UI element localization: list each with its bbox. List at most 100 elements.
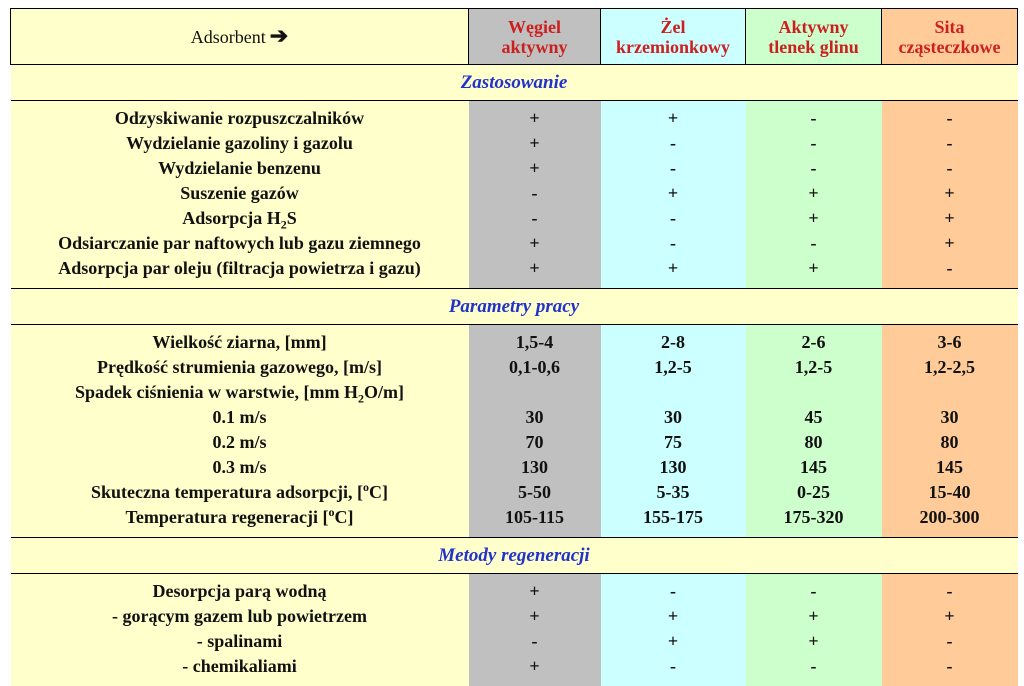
table-cell: 1,2-5 [600,354,746,379]
table-cell: + [600,105,746,130]
table-cell: - [881,130,1018,155]
spacer-row [10,529,1018,538]
table-cell: 130 [468,454,601,479]
table-cell: - [881,155,1018,180]
table-cell: - [881,653,1018,678]
table-cell: - [600,578,746,603]
table-cell: 2-8 [600,329,746,354]
row-label-text: O/m] [364,381,404,402]
column-header-line2: aktywny [501,36,568,57]
table-row: Odzyskiwanie rozpuszczalników + + - - [10,105,1018,130]
table-cell: 130 [600,454,746,479]
table-cell: - [745,230,882,255]
table-cell: - [600,653,746,678]
table-cell: - [881,255,1018,280]
adsorbent-header-cell: Adsorbent ➔ [10,8,469,65]
table-cell: 80 [881,429,1018,454]
table-cell: 5-50 [468,479,601,504]
row-label-text: S [286,207,297,228]
table-row: Temperatura regeneracji [oC] 105-115 155-1… [10,504,1018,529]
spacer-cell [468,280,601,289]
table-cell: + [468,155,601,180]
table-cell: + [745,628,882,653]
column-header-wegiel-aktywny: Węgiel aktywny [468,8,601,65]
row-label-text: C] [334,506,354,527]
table-cell: - [600,205,746,230]
table-cell: + [600,603,746,628]
row-label-text: Temperatura regeneracji [ [125,506,329,527]
table-row: - chemikaliami + - - - [10,653,1018,678]
table-row: Suszenie gazów - + + + [10,180,1018,205]
adsorbent-comparison-table: Adsorbent ➔ Węgiel aktywny Żel krzemionko… [10,8,1018,686]
row-label-superscript: o [328,504,335,519]
column-header-aktywny-tlenek-glinu: Aktywny tlenek glinu [745,8,882,65]
table-cell: 0,1-0,6 [468,354,601,379]
spacer-cell [745,324,882,329]
row-label: - gorącym gazem lub powietrzem [10,603,469,628]
table-cell: 145 [745,454,882,479]
section-header-row: Zastosowanie [10,64,1018,101]
column-header-sita-czasteczkowe: Sita cząsteczkowe [881,8,1018,65]
table-cell: 30 [881,404,1018,429]
row-label: 0.2 m/s [10,429,469,454]
column-header-line1: Aktywny [778,16,849,37]
table-cell: 80 [745,429,882,454]
spacer-cell [600,573,746,578]
table-cell: + [745,255,882,280]
row-label: Odzyskiwanie rozpuszczalników [10,105,469,130]
table-cell: 15-40 [881,479,1018,504]
row-label: Wielkość ziarna, [mm] [10,329,469,354]
table-cell: + [600,255,746,280]
table-cell: + [881,205,1018,230]
spacer-cell [600,324,746,329]
spacer-cell [745,678,882,686]
row-label: Spadek ciśnienia w warstwie, [mm H2O/m] [10,379,469,404]
table-cell: - [881,578,1018,603]
table-cell: + [745,205,882,230]
spacer-cell [881,529,1018,538]
table-row: Skuteczna temperatura adsorpcji, [oC] 5-5… [10,479,1018,504]
table-cell [881,379,1018,404]
spacer-cell [881,678,1018,686]
table-cell [468,379,601,404]
table-cell: + [468,105,601,130]
row-label: Wydzielanie gazoliny i gazolu [10,130,469,155]
table-row: 0.3 m/s 130 130 145 145 [10,454,1018,479]
spacer-cell [468,529,601,538]
table-cell: 75 [600,429,746,454]
row-label-text: Skuteczna temperatura adsorpcji, [ [91,481,363,502]
table-row: Adsorpcja par oleju (filtracja powietrza… [10,255,1018,280]
spacer-cell [745,573,882,578]
table-cell: 30 [468,404,601,429]
spacer-cell [468,100,601,105]
table-row: Wydzielanie benzenu + - - - [10,155,1018,180]
spacer-cell [745,529,882,538]
spacer-cell [10,678,469,686]
row-label: Skuteczna temperatura adsorpcji, [oC] [10,479,469,504]
row-label: 0.1 m/s [10,404,469,429]
table-row: Desorpcja parą wodną + - - - [10,578,1018,603]
column-header-line1: Żel [660,16,686,37]
spacer-cell [600,529,746,538]
table-cell: 5-35 [600,479,746,504]
column-header-line1: Sita [934,16,965,37]
table-cell: 3-6 [881,329,1018,354]
table-cell: 1,2-2,5 [881,354,1018,379]
row-label: 0.3 m/s [10,454,469,479]
table-cell: - [745,155,882,180]
row-label-subscript: 2 [358,391,364,404]
table-cell: - [745,105,882,130]
table-cell: - [745,653,882,678]
table-row: 0.1 m/s 30 30 45 30 [10,404,1018,429]
table-cell: 155-175 [600,504,746,529]
section-title: Metody regeneracji [10,537,1018,574]
spacer-cell [10,573,469,578]
spacer-cell [10,280,469,289]
row-label: Suszenie gazów [10,180,469,205]
spacer-row [10,280,1018,289]
spacer-row [10,678,1018,686]
section-title: Zastosowanie [10,64,1018,101]
spacer-cell [468,678,601,686]
spacer-cell [600,678,746,686]
table-cell: - [881,628,1018,653]
